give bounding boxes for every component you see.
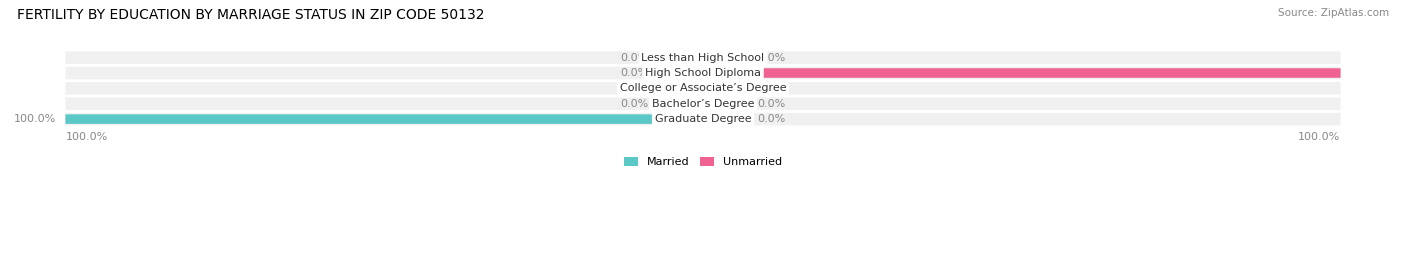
Text: 100.0%: 100.0% (1350, 68, 1392, 78)
Text: College or Associate’s Degree: College or Associate’s Degree (620, 83, 786, 93)
Text: Bachelor’s Degree: Bachelor’s Degree (652, 99, 754, 109)
FancyBboxPatch shape (658, 84, 703, 93)
FancyBboxPatch shape (658, 99, 703, 108)
FancyBboxPatch shape (66, 114, 703, 124)
Legend: Married, Unmarried: Married, Unmarried (620, 153, 786, 172)
Text: Source: ZipAtlas.com: Source: ZipAtlas.com (1278, 8, 1389, 18)
Text: 0.0%: 0.0% (620, 53, 648, 63)
FancyBboxPatch shape (658, 53, 703, 62)
Text: 0.0%: 0.0% (620, 83, 648, 93)
Text: 100.0%: 100.0% (1298, 132, 1340, 142)
Text: Less than High School: Less than High School (641, 53, 765, 63)
FancyBboxPatch shape (66, 67, 1340, 79)
Text: Graduate Degree: Graduate Degree (655, 114, 751, 124)
FancyBboxPatch shape (703, 68, 1340, 78)
FancyBboxPatch shape (66, 97, 1340, 110)
FancyBboxPatch shape (66, 113, 1340, 125)
FancyBboxPatch shape (703, 99, 748, 108)
Text: 0.0%: 0.0% (758, 99, 786, 109)
FancyBboxPatch shape (66, 51, 1340, 64)
FancyBboxPatch shape (703, 114, 748, 124)
FancyBboxPatch shape (703, 53, 748, 62)
Text: 0.0%: 0.0% (620, 99, 648, 109)
Text: 100.0%: 100.0% (14, 114, 56, 124)
FancyBboxPatch shape (703, 84, 748, 93)
Text: 0.0%: 0.0% (758, 53, 786, 63)
FancyBboxPatch shape (66, 82, 1340, 95)
Text: 0.0%: 0.0% (758, 114, 786, 124)
Text: 100.0%: 100.0% (66, 132, 108, 142)
Text: FERTILITY BY EDUCATION BY MARRIAGE STATUS IN ZIP CODE 50132: FERTILITY BY EDUCATION BY MARRIAGE STATU… (17, 8, 485, 22)
FancyBboxPatch shape (658, 68, 703, 78)
Text: High School Diploma: High School Diploma (645, 68, 761, 78)
Text: 0.0%: 0.0% (758, 83, 786, 93)
Text: 0.0%: 0.0% (620, 68, 648, 78)
